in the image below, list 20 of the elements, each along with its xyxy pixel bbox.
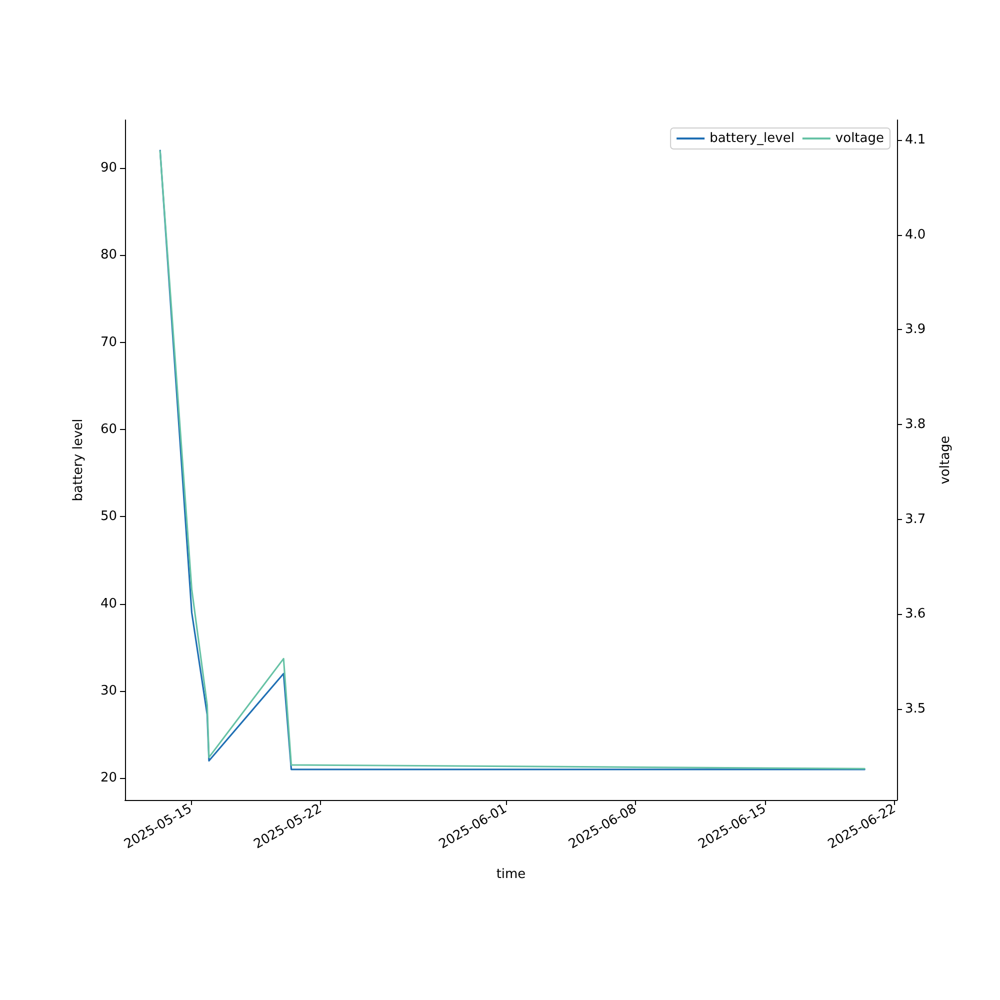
y-tick-label: 20 bbox=[100, 770, 117, 786]
y2-tick-label: 4.1 bbox=[905, 132, 926, 148]
y-tick-label: 50 bbox=[100, 509, 117, 524]
y-tick-label: 40 bbox=[100, 596, 117, 612]
y-tick-label: 60 bbox=[100, 422, 117, 437]
y2-tick-label: 3.7 bbox=[905, 512, 926, 527]
y-tick-label: 90 bbox=[100, 160, 117, 176]
legend-label: battery_level bbox=[710, 131, 794, 146]
y2-tick-label: 3.8 bbox=[905, 416, 926, 432]
x-axis-title: time bbox=[496, 867, 526, 882]
y2-tick-label: 3.6 bbox=[905, 606, 926, 622]
y2-tick-label: 3.5 bbox=[905, 701, 926, 716]
y2-tick-label: 3.9 bbox=[905, 322, 926, 338]
y2-axis-title: voltage bbox=[938, 436, 953, 484]
y-tick-label: 30 bbox=[100, 684, 117, 699]
legend-label: voltage bbox=[835, 131, 884, 146]
y2-tick-label: 4.0 bbox=[905, 227, 926, 242]
y-axis-title: battery level bbox=[71, 418, 86, 502]
y-tick-label: 70 bbox=[100, 334, 117, 350]
y-tick-label: 80 bbox=[100, 248, 117, 263]
